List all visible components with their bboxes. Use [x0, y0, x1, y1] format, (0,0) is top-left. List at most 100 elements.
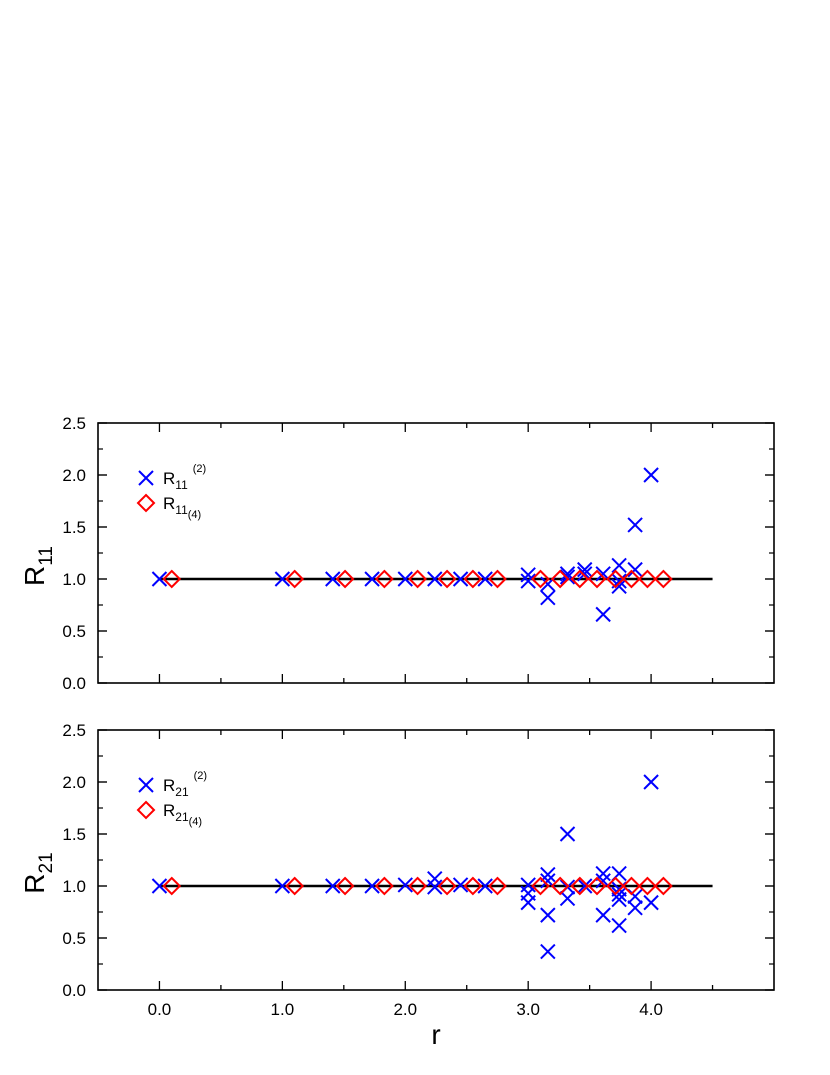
diamond-marker — [285, 876, 305, 896]
cross-marker — [325, 571, 341, 587]
cross-marker — [520, 885, 536, 901]
diamond-marker — [531, 569, 550, 589]
diamond-marker — [622, 876, 641, 896]
cross-marker — [627, 517, 643, 533]
diamond-marker — [587, 876, 607, 896]
legend-label: R21(4) — [163, 801, 202, 828]
cross-marker — [540, 866, 556, 883]
cross-marker — [611, 917, 627, 934]
x-tick-label: 2.0 — [393, 1000, 417, 1019]
diamond-marker — [653, 569, 673, 589]
plot-frame — [97, 422, 775, 684]
diamond-marker — [408, 569, 427, 589]
legend-label: R21(2) — [163, 770, 207, 799]
diamond-marker — [136, 493, 156, 513]
cross-marker — [138, 470, 154, 486]
legend-label: R11(4) — [163, 494, 201, 521]
diamond-marker — [488, 569, 507, 589]
cross-marker — [627, 900, 643, 916]
cross-marker — [611, 557, 627, 574]
cross-marker — [364, 571, 380, 587]
panel-top: 0.0 0.5 1.0 1.5 2.0 2.5 R11 R11(2)R11(4) — [19, 414, 775, 693]
diamond-marker — [335, 876, 355, 896]
diamond-marker — [463, 569, 483, 589]
cross-marker — [151, 878, 168, 894]
panel-bottom: 0.0 0.5 1.0 1.5 2.0 2.5 0.0 1.0 2.0 3.0 4.0 r R21 R21… — [19, 721, 775, 1050]
cross-marker — [559, 826, 576, 842]
cross-marker — [274, 571, 291, 587]
y-tick-label: 2.0 — [62, 466, 86, 485]
series-cross — [151, 467, 659, 623]
diamond-marker — [162, 876, 182, 896]
diamond-marker — [335, 569, 355, 589]
diamond-marker — [570, 569, 590, 589]
plot-frame — [97, 729, 775, 991]
cross-marker — [274, 878, 291, 894]
y-ticks: 0.0 0.5 1.0 1.5 2.0 2.5 — [62, 721, 774, 1000]
cross-marker — [138, 777, 154, 793]
cross-marker — [427, 879, 443, 895]
cross-marker — [559, 569, 576, 585]
legend-entry: R21(2) — [138, 770, 207, 799]
series-cross — [151, 774, 659, 960]
cross-marker — [151, 571, 168, 587]
diamond-marker — [136, 800, 156, 820]
x-tick-label: 3.0 — [516, 1000, 540, 1019]
diamond-marker — [488, 876, 507, 896]
cross-marker — [477, 571, 493, 587]
x-axis-title: r — [431, 1019, 440, 1050]
series-diamond — [162, 876, 673, 896]
cross-marker — [577, 561, 593, 578]
cross-marker — [427, 571, 443, 587]
diamond-marker — [637, 876, 657, 896]
diamond-marker — [531, 876, 550, 896]
cross-marker — [611, 886, 627, 903]
y-tick-label: 2.5 — [62, 414, 86, 433]
cross-marker — [427, 871, 443, 887]
y-tick-label: 1.0 — [62, 877, 86, 896]
y-tick-label: 0.0 — [62, 981, 86, 1000]
y-tick-label: 0.5 — [62, 929, 86, 948]
legend-entry: R21(4) — [136, 800, 202, 828]
x-ticks: 0.0 1.0 2.0 3.0 4.0 — [148, 730, 714, 1019]
cross-marker — [325, 878, 341, 894]
cross-marker — [540, 590, 556, 606]
cross-marker — [611, 578, 627, 594]
y-ticks: 0.0 0.5 1.0 1.5 2.0 2.5 — [62, 414, 774, 693]
diamond-marker — [437, 876, 457, 896]
diamond-marker — [550, 569, 570, 589]
cross-marker — [397, 877, 413, 893]
y-tick-label: 2.0 — [62, 773, 86, 792]
y-tick-label: 0.0 — [62, 674, 86, 693]
x-tick-label: 0.0 — [148, 1000, 172, 1019]
y-tick-label: 2.5 — [62, 721, 86, 740]
diamond-marker — [587, 569, 607, 589]
legend-entry: R11(4) — [136, 493, 201, 521]
diamond-marker — [437, 569, 457, 589]
y-tick-label: 1.5 — [62, 825, 86, 844]
diamond-marker — [374, 876, 394, 896]
cross-marker — [595, 606, 611, 623]
diamond-marker — [606, 876, 625, 896]
cross-marker — [477, 878, 493, 894]
cross-marker — [364, 878, 380, 894]
diamond-marker — [606, 569, 625, 589]
diamond-marker — [408, 876, 427, 896]
cross-marker — [643, 774, 659, 790]
legend-entry: R11(2) — [138, 463, 206, 492]
cross-marker — [452, 877, 469, 893]
diamond-marker — [162, 569, 182, 589]
y-tick-label: 0.5 — [62, 622, 86, 641]
cross-marker — [643, 894, 659, 911]
diamond-marker — [622, 569, 641, 589]
x-tick-label: 1.0 — [271, 1000, 295, 1019]
x-tick-label: 4.0 — [639, 1000, 663, 1019]
cross-marker — [595, 907, 611, 923]
legend-label: R11(2) — [163, 463, 206, 492]
diamond-marker — [653, 876, 673, 896]
diamond-marker — [570, 876, 590, 896]
diamond-marker — [463, 876, 483, 896]
cross-marker — [577, 878, 593, 894]
diamond-marker — [285, 569, 305, 589]
